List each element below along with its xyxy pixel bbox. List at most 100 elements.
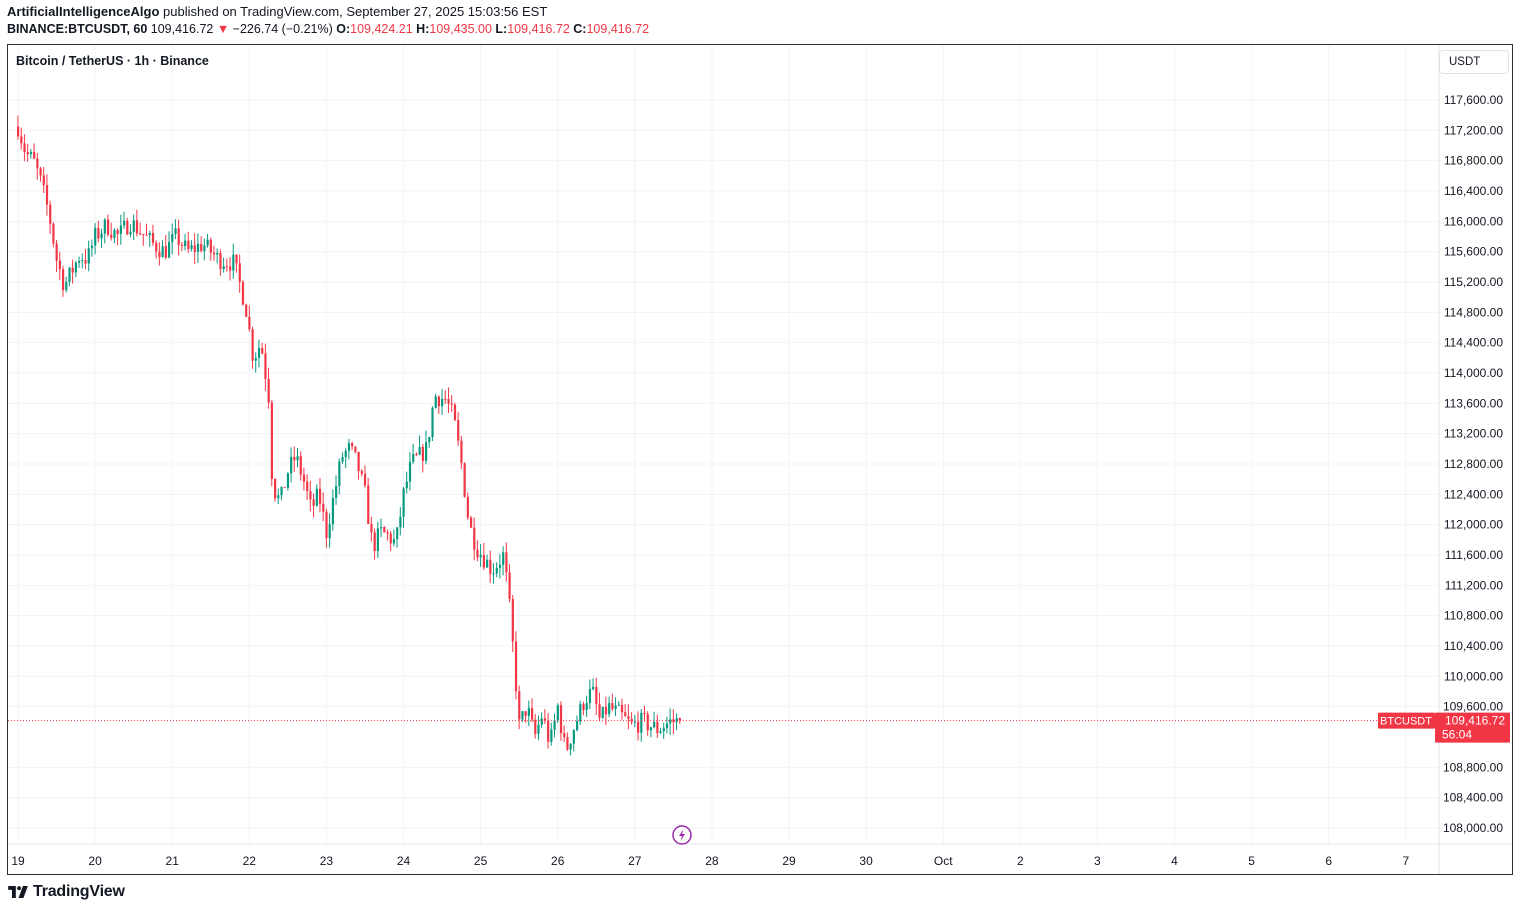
candle-body <box>290 456 293 474</box>
candle-body <box>518 691 521 720</box>
candle-body <box>81 260 84 262</box>
candle-body <box>563 733 566 738</box>
price-change: −226.74 (−0.21%) <box>232 22 333 36</box>
currency-button[interactable]: USDT <box>1439 50 1509 74</box>
y-tick-label: 114,400.00 <box>1444 336 1503 350</box>
candle-body <box>566 737 569 750</box>
chart-legend: Bitcoin / TetherUS · 1h · Binance <box>16 54 209 68</box>
candle-body <box>582 704 585 710</box>
candle-body <box>20 136 23 144</box>
candle-body <box>251 329 254 361</box>
candle-body <box>171 234 174 243</box>
candle-body <box>575 721 579 731</box>
candle-body <box>280 487 283 496</box>
candle-body <box>209 239 212 253</box>
y-tick-label: 112,800.00 <box>1444 457 1503 471</box>
candle-body <box>312 499 315 506</box>
high-value: 109,435.00 <box>429 22 492 36</box>
candle-body <box>232 254 235 271</box>
candle-body <box>453 404 457 421</box>
x-tick-label: 22 <box>243 854 257 868</box>
candle-body <box>489 559 492 574</box>
candle-body <box>437 396 441 407</box>
candle-body <box>534 719 537 734</box>
candle-body <box>370 524 373 533</box>
x-tick-label: 6 <box>1325 854 1332 868</box>
tradingview-logo-icon[interactable] <box>8 886 28 898</box>
candle-body <box>678 718 681 721</box>
candle-body <box>373 532 376 551</box>
x-tick-label: 24 <box>397 854 411 868</box>
candle-body <box>45 185 49 205</box>
candle-body <box>637 721 640 733</box>
candle-body <box>264 353 267 379</box>
candle-body <box>167 242 171 258</box>
candle-body <box>653 721 656 728</box>
candle-body <box>466 496 469 518</box>
y-tick-label: 111,200.00 <box>1445 578 1504 592</box>
open-label: O: <box>336 22 351 36</box>
candle-body <box>164 246 167 258</box>
candle-body <box>87 248 90 264</box>
candle-body <box>347 443 351 451</box>
y-tick-label: 113,600.00 <box>1444 396 1503 410</box>
candle-body <box>344 450 347 458</box>
candle-body <box>627 716 630 720</box>
x-tick-label: 2 <box>1017 854 1024 868</box>
candle-body <box>116 230 119 235</box>
candle-body <box>614 705 617 709</box>
candle-body <box>341 457 344 462</box>
candle-body <box>608 703 611 715</box>
candle-body <box>620 704 624 713</box>
candle-body <box>486 559 489 568</box>
candle-body <box>617 704 620 706</box>
candle-body <box>129 231 132 235</box>
low-label: L: <box>495 22 508 36</box>
candle-body <box>640 712 643 733</box>
author-name[interactable]: ArtificialIntelligenceAlgo <box>7 4 160 19</box>
candle-body <box>29 151 33 155</box>
close-label: C: <box>573 22 587 36</box>
candle-body <box>547 720 550 742</box>
candle-body <box>444 398 447 400</box>
candle-body <box>61 269 65 291</box>
candle-body <box>110 234 113 238</box>
x-tick-label: 25 <box>474 854 488 868</box>
candle-body <box>553 720 556 730</box>
candle-body <box>469 517 473 528</box>
y-tick-label: 115,200.00 <box>1444 275 1503 289</box>
candle-body <box>502 552 505 565</box>
candle-body <box>206 239 209 246</box>
candle-body <box>187 240 190 249</box>
x-tick-label: 4 <box>1171 854 1178 868</box>
candle-body <box>434 396 437 408</box>
candle-body <box>103 219 106 234</box>
candle-body <box>537 724 540 734</box>
candle-body <box>33 151 36 159</box>
x-tick-label: 20 <box>88 854 102 868</box>
candle-body <box>482 555 486 568</box>
candle-body <box>630 719 633 722</box>
x-tick-label: 21 <box>166 854 180 868</box>
candle-body <box>495 567 498 574</box>
candle-body <box>421 446 424 461</box>
candle-body <box>457 420 460 441</box>
tradingview-brand[interactable]: TradingView <box>33 883 125 900</box>
candle-body <box>212 252 216 255</box>
high-label: H: <box>416 22 430 36</box>
candle-body <box>235 254 238 264</box>
y-tick-label: 114,800.00 <box>1444 305 1503 319</box>
candle-body <box>90 245 94 249</box>
candle-body <box>543 718 547 721</box>
candle-body <box>174 228 177 235</box>
candle-body <box>431 407 434 438</box>
candle-body <box>447 399 450 404</box>
candle-body <box>351 443 354 447</box>
candle-body <box>392 539 396 544</box>
y-tick-label: 117,200.00 <box>1444 123 1503 137</box>
candle-body <box>241 281 245 305</box>
price-chart[interactable]: 117,600.00 117,200.00 116,800.00 116,400.00… <box>8 45 1512 874</box>
candle-body <box>428 437 431 443</box>
candle-body <box>611 703 614 709</box>
candle-body <box>601 707 604 718</box>
